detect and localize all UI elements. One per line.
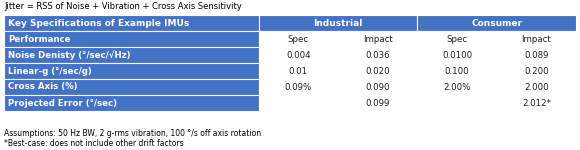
Text: 0.036: 0.036 bbox=[365, 51, 390, 60]
Bar bbox=[4, 47, 259, 63]
Text: 2.012*: 2.012* bbox=[522, 99, 551, 108]
Text: 0.089: 0.089 bbox=[524, 51, 549, 60]
Bar bbox=[338, 95, 417, 111]
Text: 2.00%: 2.00% bbox=[443, 82, 470, 91]
Bar bbox=[259, 31, 338, 47]
Bar bbox=[259, 63, 338, 79]
Bar bbox=[496, 31, 576, 47]
Bar bbox=[496, 79, 576, 95]
Text: *Best-case: does not include other drift factors: *Best-case: does not include other drift… bbox=[4, 139, 184, 148]
Bar bbox=[259, 15, 417, 31]
Text: Impact: Impact bbox=[521, 34, 551, 43]
Bar bbox=[417, 95, 496, 111]
Bar bbox=[259, 95, 338, 111]
Text: Projected Error (°/sec): Projected Error (°/sec) bbox=[8, 99, 117, 108]
Bar bbox=[417, 15, 576, 31]
Bar bbox=[417, 47, 496, 63]
Bar bbox=[417, 63, 496, 79]
Text: Cross Axis (%): Cross Axis (%) bbox=[8, 82, 78, 91]
Bar bbox=[417, 31, 496, 47]
Text: Key Specifications of Example IMUs: Key Specifications of Example IMUs bbox=[8, 18, 189, 27]
Bar bbox=[417, 79, 496, 95]
Text: 0.09%: 0.09% bbox=[285, 82, 312, 91]
Bar bbox=[496, 63, 576, 79]
Text: Performance: Performance bbox=[8, 34, 71, 43]
Bar bbox=[496, 95, 576, 111]
Text: Impact: Impact bbox=[362, 34, 393, 43]
Bar bbox=[259, 47, 338, 63]
Text: Spec: Spec bbox=[447, 34, 467, 43]
Text: 0.01: 0.01 bbox=[289, 66, 308, 75]
Text: Jitter = RSS of Noise + Vibration + Cross Axis Sensitivity: Jitter = RSS of Noise + Vibration + Cros… bbox=[4, 2, 242, 11]
Text: 2.000: 2.000 bbox=[524, 82, 549, 91]
Bar bbox=[338, 47, 417, 63]
Text: Industrial: Industrial bbox=[313, 18, 362, 27]
Text: 0.200: 0.200 bbox=[524, 66, 549, 75]
Bar bbox=[4, 63, 259, 79]
Text: 0.090: 0.090 bbox=[365, 82, 390, 91]
Bar bbox=[338, 63, 417, 79]
Bar bbox=[338, 31, 417, 47]
Bar bbox=[4, 79, 259, 95]
Text: 0.004: 0.004 bbox=[286, 51, 310, 60]
Text: Noise Denisty (°/sec/√Hz): Noise Denisty (°/sec/√Hz) bbox=[8, 50, 130, 60]
Text: Linear-g (°/sec/g): Linear-g (°/sec/g) bbox=[8, 66, 92, 75]
Bar bbox=[259, 79, 338, 95]
Text: 0.020: 0.020 bbox=[365, 66, 390, 75]
Bar bbox=[4, 95, 259, 111]
Text: 0.0100: 0.0100 bbox=[442, 51, 472, 60]
Bar bbox=[338, 79, 417, 95]
Bar bbox=[496, 47, 576, 63]
Text: Consumer: Consumer bbox=[471, 18, 522, 27]
Text: 0.100: 0.100 bbox=[445, 66, 469, 75]
Text: Spec: Spec bbox=[288, 34, 309, 43]
Bar bbox=[4, 31, 259, 47]
Text: 0.099: 0.099 bbox=[365, 99, 390, 108]
Text: Assumptions: 50 Hz BW, 2 g-rms vibration, 100 °/s off axis rotation: Assumptions: 50 Hz BW, 2 g-rms vibration… bbox=[4, 129, 261, 138]
Bar bbox=[4, 15, 259, 31]
